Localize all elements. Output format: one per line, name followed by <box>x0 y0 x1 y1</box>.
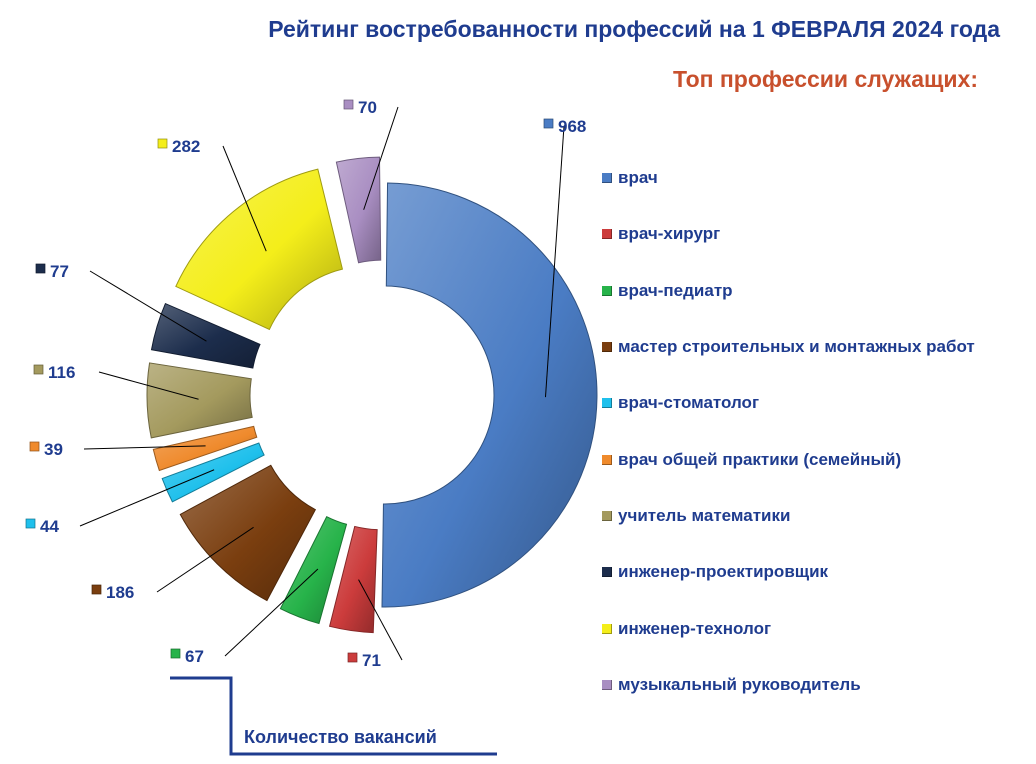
slice-4 <box>179 464 317 602</box>
legend-label: врач общей практики (семейный) <box>618 449 902 469</box>
legend-label: мастер строительных и монтажных работ <box>618 337 975 357</box>
data-label-10: 70 <box>358 98 377 117</box>
callout-line-2 <box>358 579 403 661</box>
footer-bracket-line <box>170 676 497 756</box>
data-label-4: 186 <box>106 583 134 602</box>
slice-8 <box>150 302 261 369</box>
data-label-2: 71 <box>362 651 381 670</box>
legend-swatch <box>602 679 612 690</box>
slice-9 <box>175 168 344 331</box>
footer-label: Количество вакансий <box>244 727 437 747</box>
data-label-marker-6 <box>29 441 40 452</box>
legend-swatch <box>602 454 612 465</box>
data-label-marker-5 <box>25 518 36 529</box>
legend-label: врач <box>618 168 658 188</box>
data-label-7: 116 <box>48 363 75 382</box>
legend-item-1: врач <box>602 150 975 206</box>
slice-7 <box>146 362 253 439</box>
slice-6 <box>152 425 258 472</box>
legend-swatch <box>602 623 612 634</box>
legend-swatch <box>602 510 612 521</box>
callout-line-7 <box>98 371 199 400</box>
callout-line-6 <box>83 445 206 450</box>
footer-bracket <box>170 676 497 756</box>
slice-5 <box>161 442 265 503</box>
legend-item-6: врач общей практики (семейный) <box>602 431 975 487</box>
data-label-marker-10 <box>343 99 354 110</box>
callout-line-5 <box>79 469 215 527</box>
legend-item-5: врач-стоматолог <box>602 375 975 431</box>
legend-swatch <box>602 567 612 578</box>
legend-item-2: врач-хирург <box>602 206 975 262</box>
callout-line-8 <box>89 270 207 342</box>
chart-legend: врач врач-хирург врач-педиатр мастер строит… <box>602 150 975 713</box>
data-label-marker-8 <box>35 263 46 274</box>
callout-line-1 <box>544 125 565 398</box>
callout-line-3 <box>224 568 319 657</box>
data-label-9: 282 <box>172 137 200 156</box>
legend-swatch <box>602 342 612 353</box>
legend-item-4: мастер строительных и монтажных работ <box>602 319 975 375</box>
legend-label: врач-хирург <box>618 224 721 244</box>
callout-line-4 <box>156 526 254 593</box>
slice-2 <box>328 525 378 634</box>
data-label-marker-9 <box>157 138 168 149</box>
legend-swatch <box>602 285 612 296</box>
legend-label: учитель математики <box>618 505 791 525</box>
legend-label: врач-стоматолог <box>618 393 760 413</box>
data-label-3: 67 <box>185 647 204 666</box>
data-label-6: 39 <box>44 440 63 459</box>
data-label-1: 968 <box>558 117 586 136</box>
chart-title: Рейтинг востребованности профессий на 1 … <box>268 16 1000 42</box>
data-label-marker-7 <box>33 364 44 375</box>
legend-item-9: инженер-технолог <box>602 600 975 656</box>
legend-swatch <box>602 229 612 240</box>
legend-item-7: учитель математики <box>602 488 975 544</box>
data-label-marker-2 <box>347 652 358 663</box>
legend-label: инженер-технолог <box>618 618 772 638</box>
legend-swatch <box>602 398 612 409</box>
callout-line-9 <box>222 145 267 252</box>
legend-item-10: музыкальный руководитель <box>602 657 975 713</box>
slice-3 <box>279 515 348 625</box>
data-label-marker-1 <box>543 118 554 129</box>
callout-line-10 <box>363 106 399 210</box>
legend-label: музыкальный руководитель <box>618 674 861 694</box>
legend-item-8: инженер-проектировщик <box>602 544 975 600</box>
legend-label: врач-педиатр <box>618 280 733 300</box>
legend-label: инженер-проектировщик <box>618 562 829 582</box>
legend-item-3: врач-педиатр <box>602 263 975 319</box>
slice-1 <box>381 182 598 608</box>
data-label-5: 44 <box>40 517 59 536</box>
data-label-marker-4 <box>91 584 102 595</box>
slice-10 <box>335 156 382 264</box>
legend-swatch <box>602 173 612 184</box>
chart-subtitle: Топ профессии служащих: <box>672 66 978 92</box>
data-label-marker-3 <box>170 648 181 659</box>
data-label-8: 77 <box>50 262 69 281</box>
